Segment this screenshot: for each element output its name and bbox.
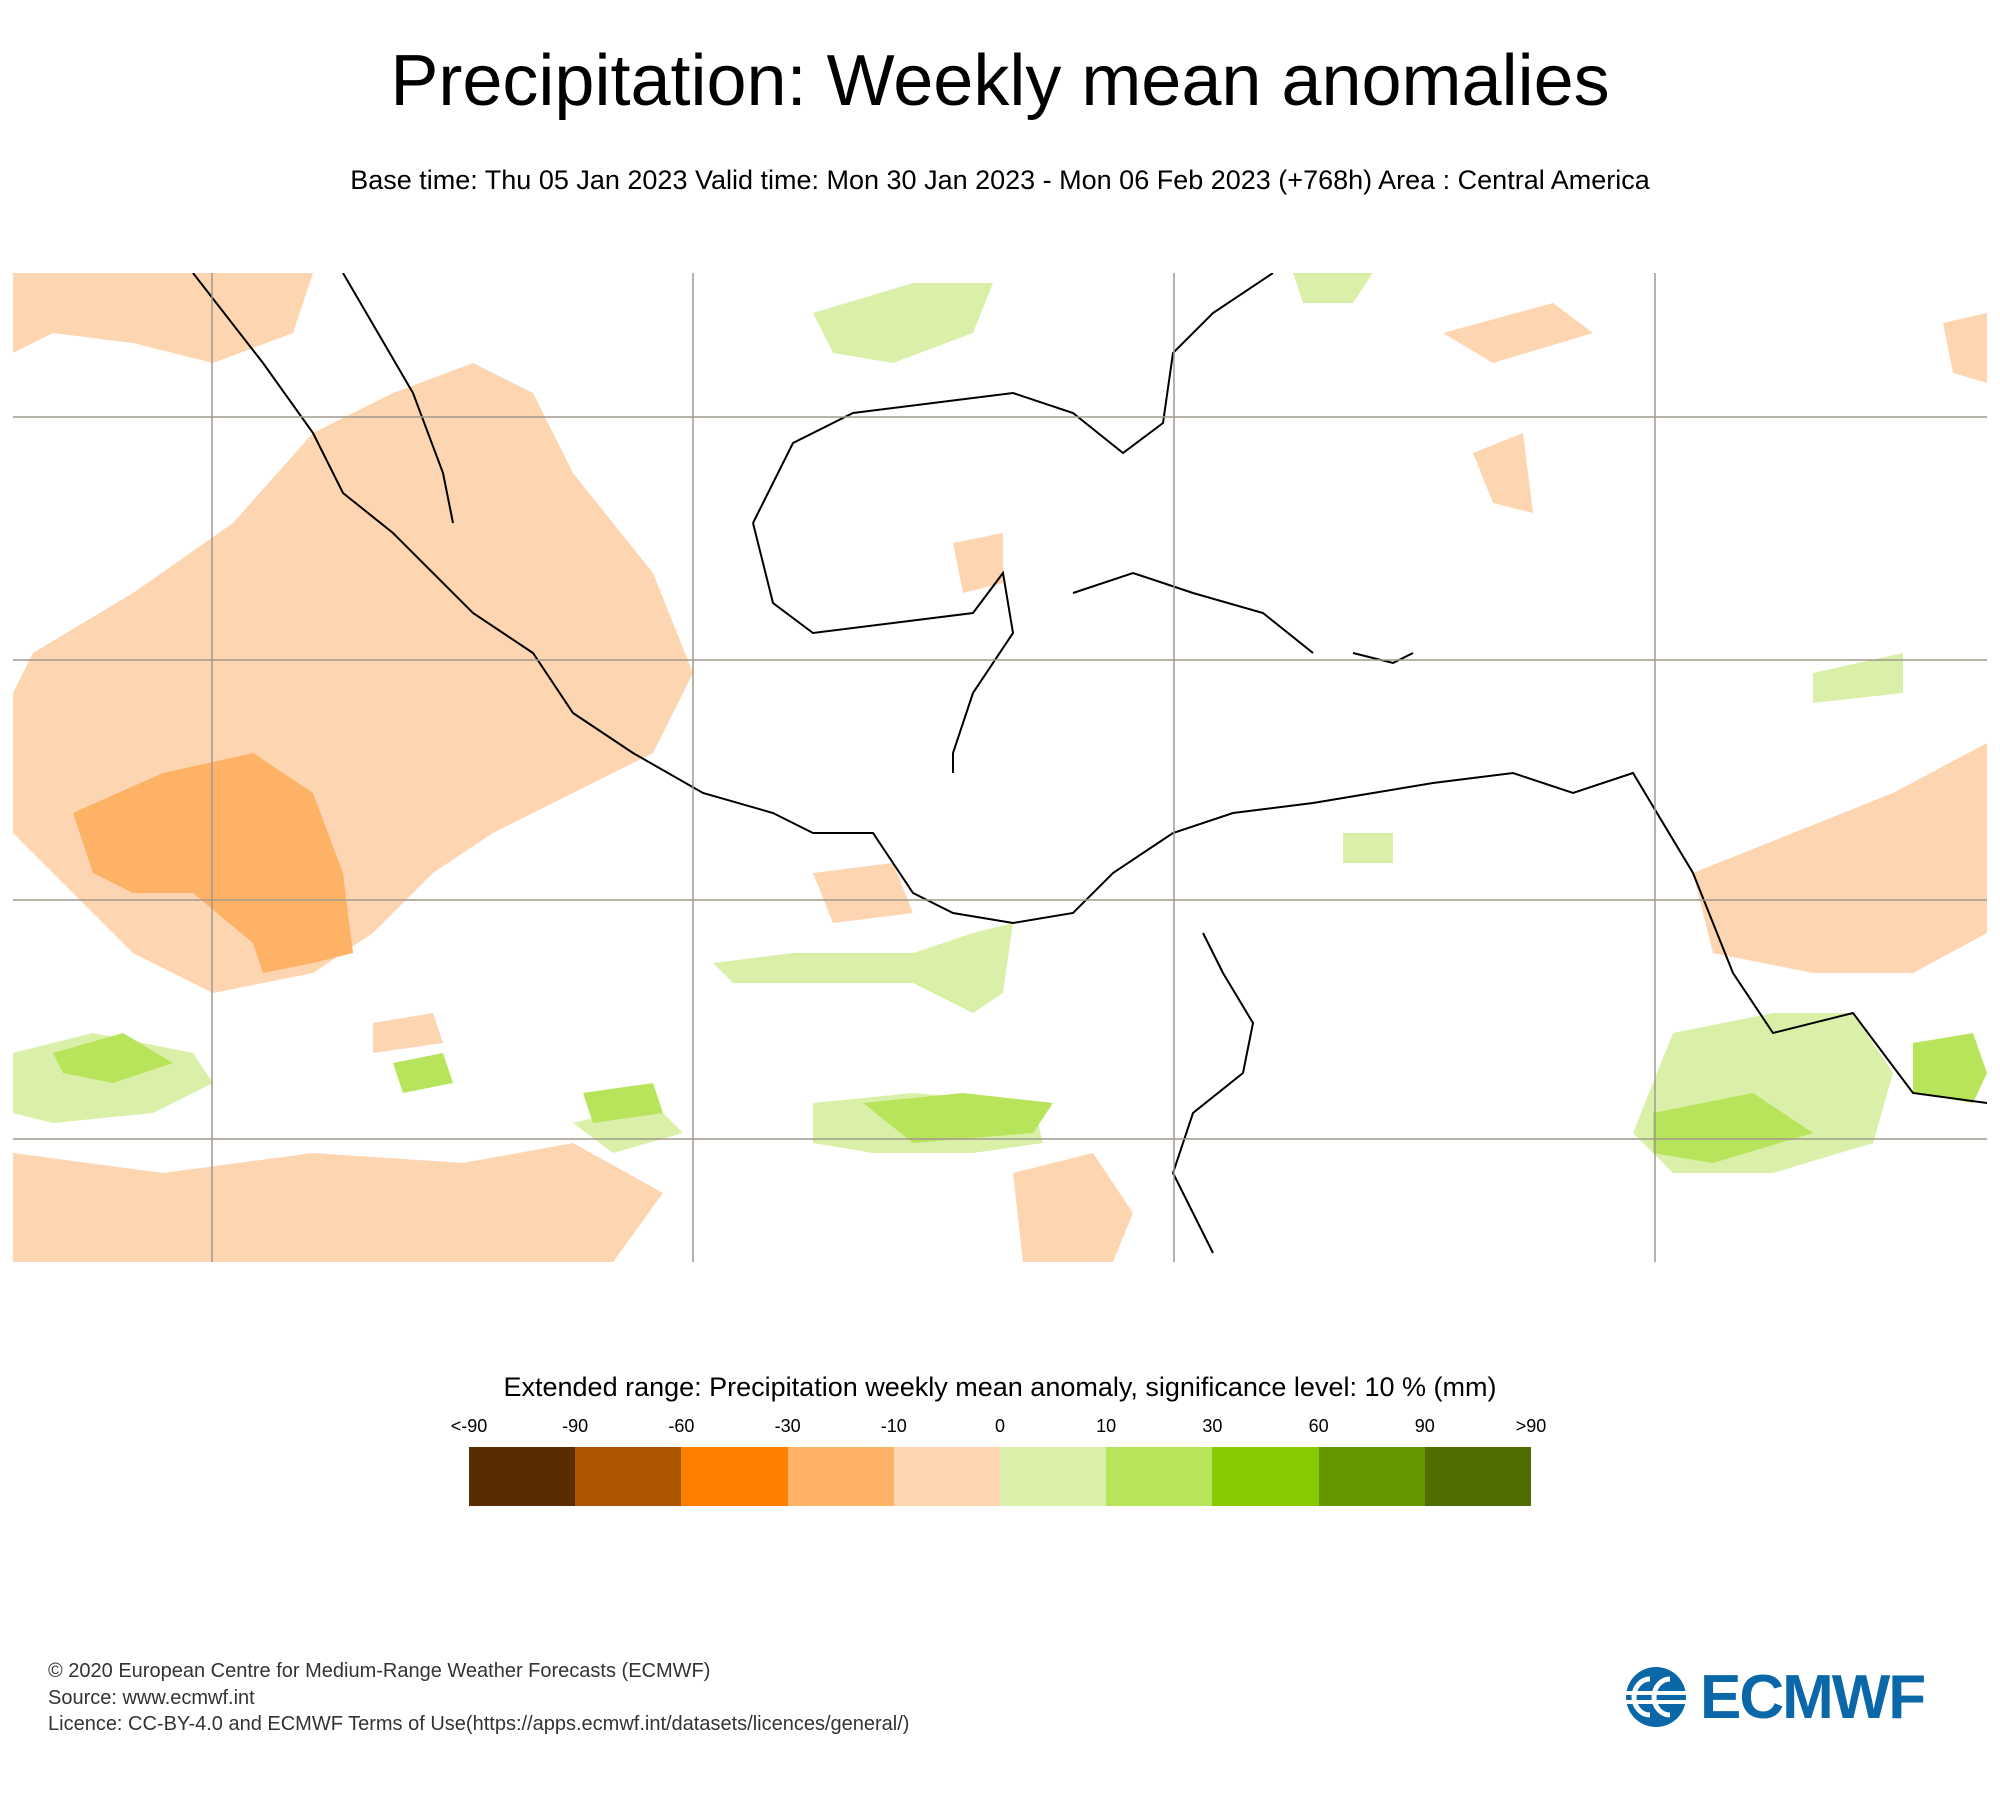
source-text: Source: www.ecmwf.int bbox=[48, 1687, 255, 1709]
graticule bbox=[13, 273, 1987, 1262]
legend-tick-label: -60 bbox=[668, 1416, 695, 1436]
color-bar bbox=[469, 1447, 1532, 1506]
legend-tick-label: -90 bbox=[562, 1416, 589, 1436]
color-bar-segment bbox=[1000, 1447, 1107, 1506]
copyright-text: © 2020 European Centre for Medium-Range … bbox=[48, 1660, 711, 1682]
strong-positive-anomaly-areas bbox=[53, 1033, 1987, 1163]
legend-tick-label: 10 bbox=[1096, 1416, 1117, 1436]
color-bar-segment bbox=[469, 1447, 576, 1506]
legend-tick-label: 90 bbox=[1414, 1416, 1435, 1436]
color-bar-segment bbox=[1424, 1447, 1532, 1506]
color-bar-segment bbox=[787, 1447, 894, 1506]
chart-title: Precipitation: Weekly mean anomalies bbox=[390, 41, 1610, 121]
positive-anomaly-areas bbox=[13, 273, 1903, 1173]
legend-tick-label: >90 bbox=[1515, 1416, 1547, 1436]
chart-subtitle: Base time: Thu 05 Jan 2023 Valid time: M… bbox=[350, 165, 1650, 195]
color-bar-segment bbox=[1106, 1447, 1213, 1506]
ecmwf-logo-icon bbox=[1620, 1667, 1692, 1727]
strong-negative-anomaly-areas bbox=[73, 753, 353, 973]
color-bar-segment bbox=[575, 1447, 682, 1506]
legend-tick-label: 0 bbox=[994, 1416, 1006, 1436]
legend-tick-label: -10 bbox=[880, 1416, 907, 1436]
legend-tick-label: 30 bbox=[1202, 1416, 1223, 1436]
color-bar-segment bbox=[893, 1447, 1001, 1506]
legend-tick-label: <-90 bbox=[450, 1416, 488, 1436]
legend-title: Extended range: Precipitation weekly mea… bbox=[503, 1372, 1497, 1402]
legend-tick-label: 60 bbox=[1308, 1416, 1329, 1436]
coastlines bbox=[192, 273, 1987, 1254]
color-bar-segment bbox=[1318, 1447, 1425, 1506]
licence-text: Licence: CC-BY-4.0 and ECMWF Terms of Us… bbox=[48, 1713, 910, 1735]
color-bar-segment bbox=[681, 1447, 788, 1506]
legend-tick-label: -30 bbox=[774, 1416, 801, 1436]
ecmwf-logo: ECMWF bbox=[1620, 1662, 1960, 1732]
ecmwf-logo-text: ECMWF bbox=[1700, 1662, 1926, 1732]
color-bar-segment bbox=[1212, 1447, 1319, 1506]
precipitation-anomaly-map bbox=[13, 273, 1987, 1262]
